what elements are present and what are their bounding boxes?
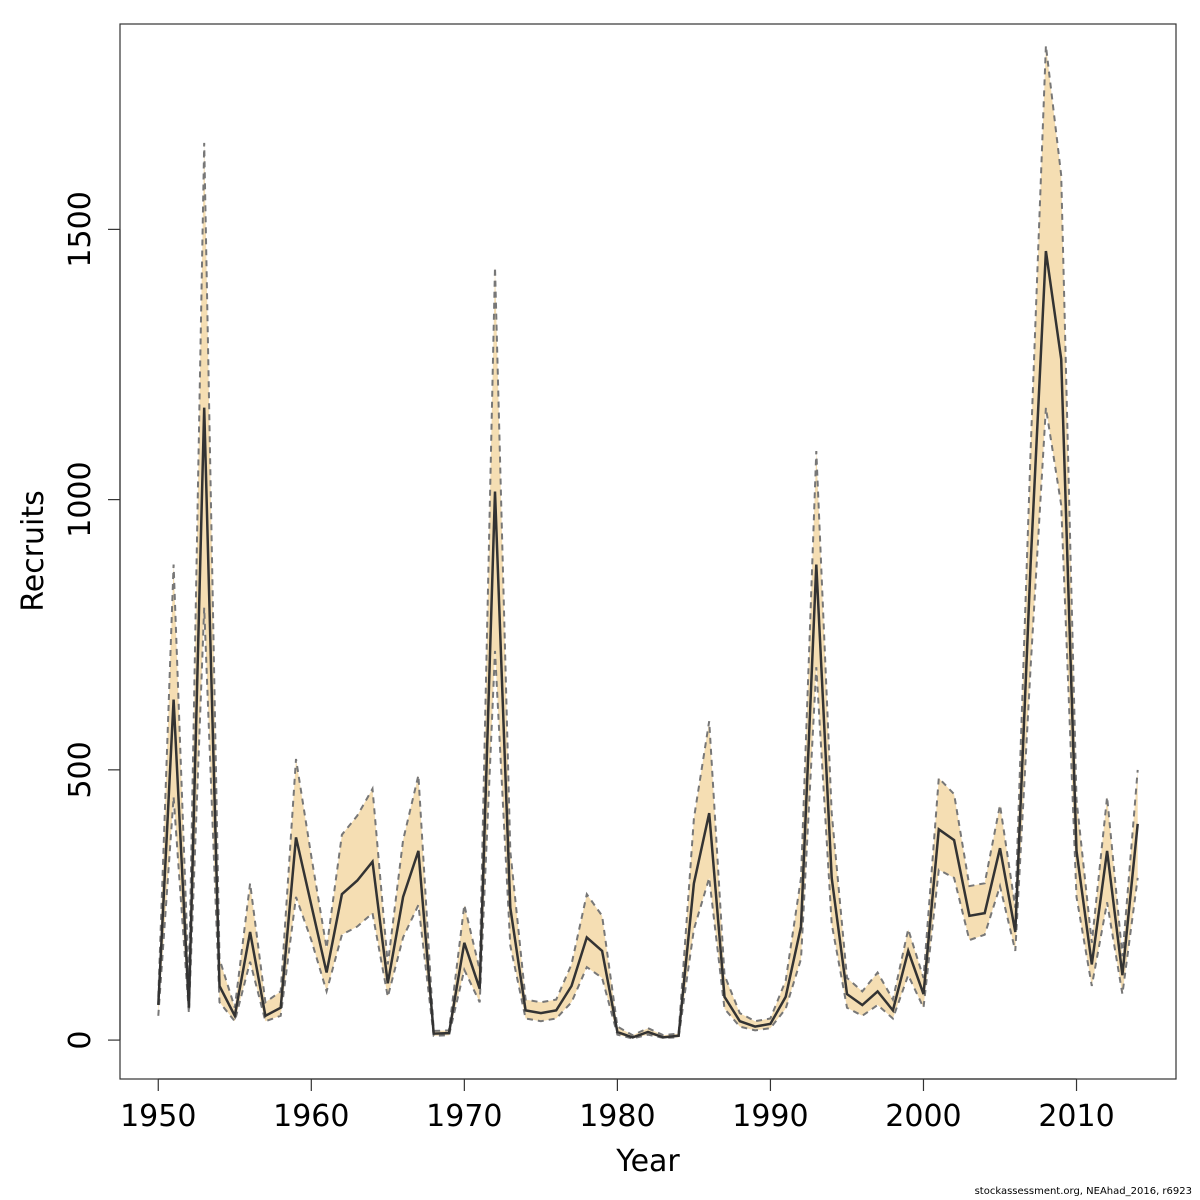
y-tick-label: 500 xyxy=(63,741,98,798)
y-axis-title: Recruits xyxy=(16,490,51,612)
confidence-band-layer xyxy=(158,45,1138,1039)
x-axis: 1950 1960 1970 1980 1990 2000 2010 xyxy=(120,1078,1115,1134)
x-tick-label: 2000 xyxy=(885,1099,961,1134)
x-tick-label: 1970 xyxy=(426,1099,502,1134)
x-tick-label: 1990 xyxy=(732,1099,808,1134)
y-axis: 0 500 1000 1500 xyxy=(63,191,121,1050)
lower-bound-line xyxy=(157,407,1139,1040)
credit-footer: stockassessment.org, NEAhad_2016, r6923 xyxy=(974,1186,1192,1197)
recruits-estimate-line xyxy=(157,250,1139,1039)
y-tick-label: 1000 xyxy=(63,461,98,537)
y-tick-label: 1500 xyxy=(63,191,98,267)
plot-frame xyxy=(119,23,1177,1080)
x-tick-label: 2010 xyxy=(1038,1099,1114,1134)
x-tick-label: 1980 xyxy=(579,1099,655,1134)
x-tick-label: 1950 xyxy=(120,1099,196,1134)
series-line-layer xyxy=(157,45,1139,1040)
y-tick-label: 0 xyxy=(63,1031,98,1050)
confidence-band xyxy=(158,45,1138,1039)
x-tick-label: 1960 xyxy=(273,1099,349,1134)
x-axis-title: Year xyxy=(615,1144,680,1179)
